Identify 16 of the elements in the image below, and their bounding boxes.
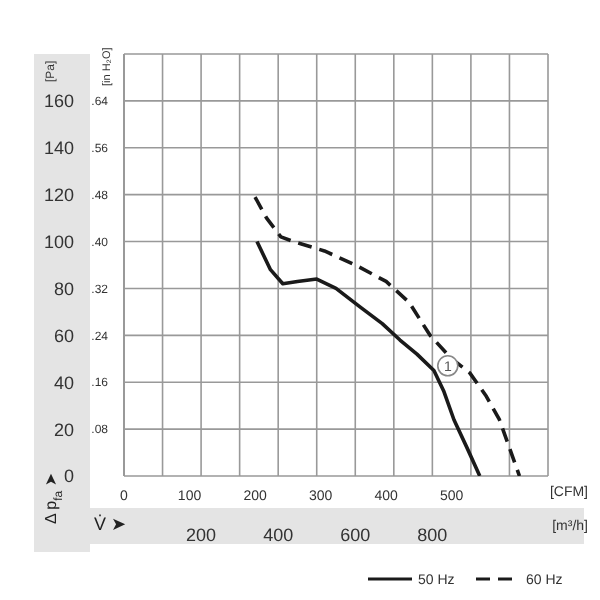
x-tick-label: 800 — [417, 524, 448, 545]
x-tick-label: 600 — [340, 524, 371, 545]
y-tick-label: 60 — [53, 325, 74, 346]
x-tick-label: 200 — [186, 524, 217, 545]
line-series — [255, 239, 482, 476]
y-tick-label: 100 — [43, 231, 74, 252]
y-tick-label: 160 — [43, 91, 74, 112]
text: V̇ ➤ — [94, 513, 128, 534]
line-series — [253, 195, 522, 476]
y-tick-label: 80 — [53, 278, 74, 299]
y-tick-label: 40 — [53, 372, 74, 393]
y-tick-label: 20 — [53, 419, 74, 440]
y-tick-label: 120 — [43, 185, 74, 206]
y-tick-label: 0 — [63, 466, 74, 487]
y-tick-label: 140 — [43, 138, 74, 159]
x-tick-label: 400 — [263, 524, 294, 545]
